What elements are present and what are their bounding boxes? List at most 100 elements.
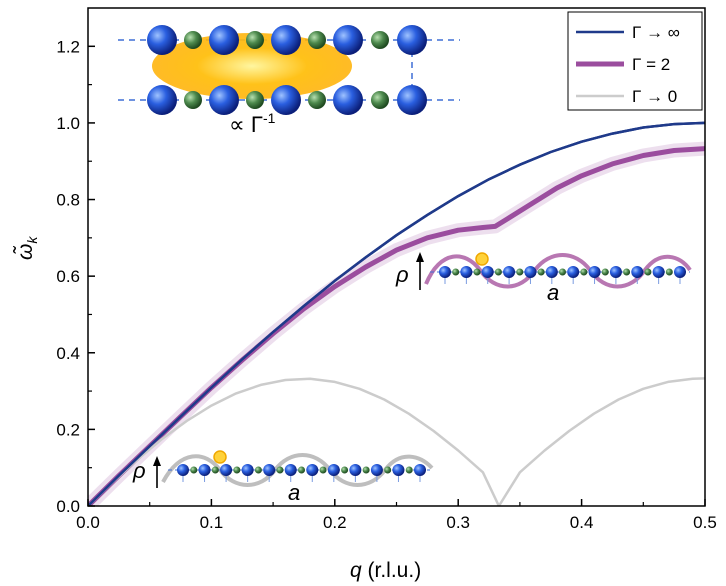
chain-atom-green bbox=[276, 466, 284, 474]
chain-atom-green bbox=[211, 466, 219, 474]
y-tick-label: 0.8 bbox=[56, 191, 80, 210]
atom-blue bbox=[147, 85, 177, 115]
series-line-0-top bbox=[88, 121, 705, 506]
ticks-layer: 0.0 0.1 0.2 0.3 0.4 0.5 0.0 0.2 0.4 0.6 0.8 1.0 1.2 bbox=[56, 37, 716, 532]
atom-blue bbox=[333, 25, 363, 55]
inverse-gamma-label: ∝ Γ-1 bbox=[229, 110, 276, 137]
chain-atom-green bbox=[473, 268, 481, 276]
chain-atom-blue bbox=[284, 464, 297, 476]
atom-blue bbox=[209, 25, 239, 55]
a-label-bottom: a bbox=[288, 480, 300, 505]
atom-blue bbox=[397, 85, 427, 115]
series-gamma-2-halo bbox=[88, 141, 705, 506]
top-left-inset: ∝ Γ-1 bbox=[118, 25, 460, 137]
chain-bottom-atoms bbox=[177, 464, 426, 482]
crystal-bottom-row bbox=[147, 85, 427, 115]
chain-atom-green bbox=[559, 268, 566, 276]
chain-atom-blue bbox=[503, 266, 516, 278]
chain-atom-blue bbox=[588, 266, 601, 278]
legend-label: Γ → ∞ bbox=[632, 23, 680, 42]
chain-atom-green bbox=[298, 466, 305, 474]
atom-green bbox=[308, 31, 326, 49]
chain-atom-green bbox=[405, 466, 413, 474]
x-axis-title: q (r.l.u.) bbox=[350, 559, 421, 582]
chain-atom-blue bbox=[631, 266, 644, 278]
x-tick-label: 0.0 bbox=[76, 513, 100, 532]
chain-atom-green bbox=[190, 466, 198, 474]
chain-atom-green bbox=[516, 268, 524, 276]
chain-atom-blue bbox=[439, 266, 451, 278]
chain-atom-blue bbox=[327, 464, 340, 476]
y-tick-label: 0.4 bbox=[56, 344, 80, 363]
chain-atom-green bbox=[319, 466, 327, 474]
series-line-2 bbox=[88, 377, 705, 506]
chain-atom-green bbox=[384, 466, 392, 474]
series-line-0 bbox=[88, 121, 705, 506]
crystal-top-row bbox=[147, 25, 427, 55]
y-tick-label: 0.0 bbox=[56, 497, 80, 516]
atom-blue bbox=[271, 85, 301, 115]
glow-cloud bbox=[152, 33, 352, 99]
chain-atom-blue bbox=[349, 464, 362, 476]
y-tick-label: 0.2 bbox=[56, 420, 80, 439]
x-tick-label: 0.4 bbox=[570, 513, 594, 532]
chain-atom-blue bbox=[481, 266, 494, 278]
chain-atom-blue bbox=[220, 464, 233, 476]
chain-atom-green bbox=[362, 466, 370, 474]
series-layer bbox=[88, 121, 705, 506]
legend-label: Γ → 0 bbox=[632, 87, 677, 106]
chain-atom-green bbox=[341, 466, 349, 474]
atom-blue bbox=[209, 85, 239, 115]
chain-atom-green bbox=[254, 466, 262, 474]
x-tick-label: 0.2 bbox=[323, 513, 347, 532]
chain-atom-green bbox=[644, 268, 652, 276]
atom-green bbox=[184, 91, 202, 109]
atom-blue bbox=[397, 25, 427, 55]
chain-atom-green bbox=[665, 268, 673, 276]
chain-atom-green bbox=[580, 268, 588, 276]
atom-blue bbox=[271, 25, 301, 55]
atom-blue bbox=[147, 25, 177, 55]
a-label-right: a bbox=[547, 280, 559, 305]
rho-label-right: ρ bbox=[395, 262, 409, 287]
chain-right-atoms bbox=[439, 266, 686, 284]
y-tick-label: 1.0 bbox=[56, 114, 80, 133]
chain-atom-blue bbox=[241, 464, 254, 476]
y-tick-label: 1.2 bbox=[56, 37, 80, 56]
chain-atom-green bbox=[233, 466, 241, 474]
chain-atom-blue bbox=[524, 266, 537, 278]
x-tick-label: 0.1 bbox=[200, 513, 224, 532]
chain-atom-blue bbox=[567, 266, 580, 278]
atom-green bbox=[246, 31, 264, 49]
atom-green bbox=[371, 91, 389, 109]
x-tick-label: 0.3 bbox=[446, 513, 470, 532]
chain-atom-blue bbox=[177, 464, 189, 476]
chain-atom-green bbox=[623, 268, 631, 276]
chain-atom-blue bbox=[652, 266, 665, 278]
chain-atom-blue bbox=[674, 266, 686, 278]
chain-atom-green bbox=[452, 268, 460, 276]
chain-atom-blue bbox=[460, 266, 473, 278]
atom-green bbox=[246, 91, 264, 109]
x-tick-label: 0.5 bbox=[693, 513, 717, 532]
chain-atom-blue bbox=[392, 464, 405, 476]
chain-atom-blue bbox=[414, 464, 426, 476]
legend: Γ → ∞ Γ = 2 Γ → 0 bbox=[567, 11, 703, 111]
series-line-1 bbox=[88, 146, 705, 506]
chain-atom-green bbox=[494, 268, 502, 276]
legend-label: Γ = 2 bbox=[632, 55, 670, 74]
atom-green bbox=[371, 31, 389, 49]
right-chain-inset: ρ a bbox=[395, 252, 692, 305]
atom-green bbox=[308, 91, 326, 109]
chain-atom-blue bbox=[263, 464, 276, 476]
chain-atom-blue bbox=[609, 266, 622, 278]
atom-blue bbox=[333, 85, 363, 115]
chain-atom-green bbox=[537, 268, 545, 276]
chain-atom-blue bbox=[306, 464, 319, 476]
chain-atom-green bbox=[601, 268, 609, 276]
atom-green bbox=[184, 31, 202, 49]
chain-atom-blue bbox=[370, 464, 383, 476]
rho-label-bottom: ρ bbox=[132, 458, 146, 483]
y-axis-title: ω̃k bbox=[13, 236, 40, 260]
